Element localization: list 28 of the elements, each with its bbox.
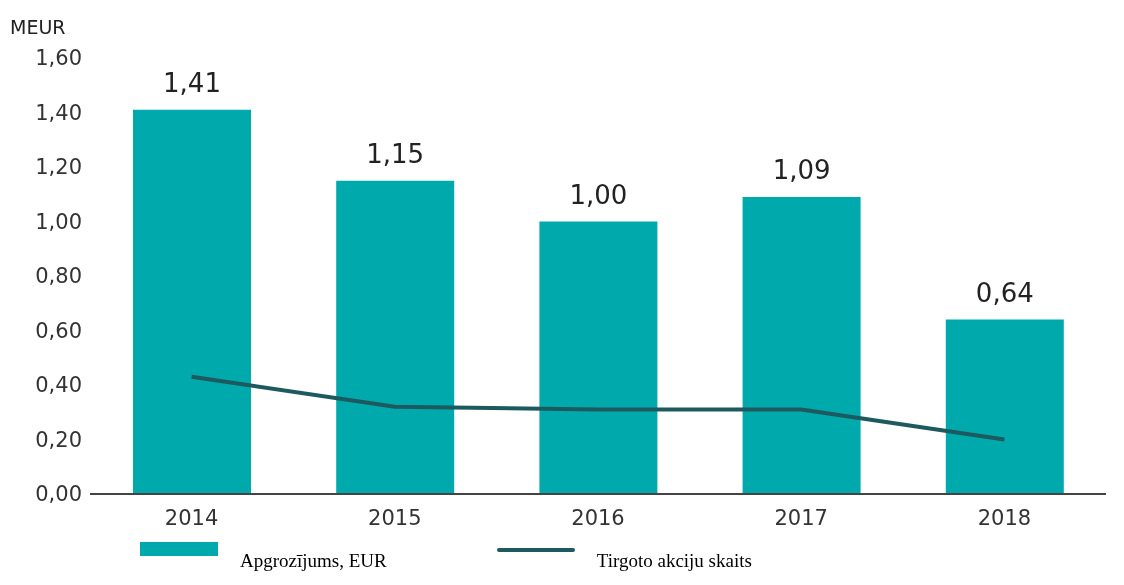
x-tick-label: 2017 — [774, 505, 828, 530]
x-tick-label: 2015 — [368, 505, 422, 530]
y-axis-title: MEUR — [10, 16, 66, 38]
bar — [742, 196, 861, 494]
data-label: 0,64 — [975, 277, 1034, 308]
data-label: 1,09 — [772, 154, 831, 185]
y-tick-label: 0,60 — [35, 318, 82, 343]
line-series — [189, 374, 1007, 442]
bar — [133, 109, 251, 494]
legend-label: Tirgoto akciju skaits — [596, 550, 752, 572]
data-label: 1,15 — [366, 138, 425, 169]
y-tick-label: 0,20 — [35, 427, 82, 452]
y-tick-label: 1,60 — [35, 46, 82, 71]
bar — [945, 319, 1064, 494]
y-tick-label: 0,80 — [35, 264, 82, 289]
data-label: 1,41 — [163, 67, 221, 98]
bar — [336, 180, 455, 494]
x-tick-label: 2018 — [977, 505, 1032, 530]
bar — [539, 221, 658, 494]
x-tick-label: 2014 — [164, 505, 219, 530]
legend-label: Apgrozījums, EUR — [240, 550, 387, 572]
y-tick-label: 1,20 — [35, 155, 82, 180]
y-tick-label: 0,00 — [35, 482, 82, 507]
x-tick-label: 2016 — [571, 505, 625, 530]
data-label: 1,00 — [569, 179, 628, 210]
y-tick-label: 0,40 — [35, 373, 82, 398]
y-tick-label: 1,00 — [35, 209, 82, 234]
y-tick-label: 1,40 — [35, 100, 82, 125]
